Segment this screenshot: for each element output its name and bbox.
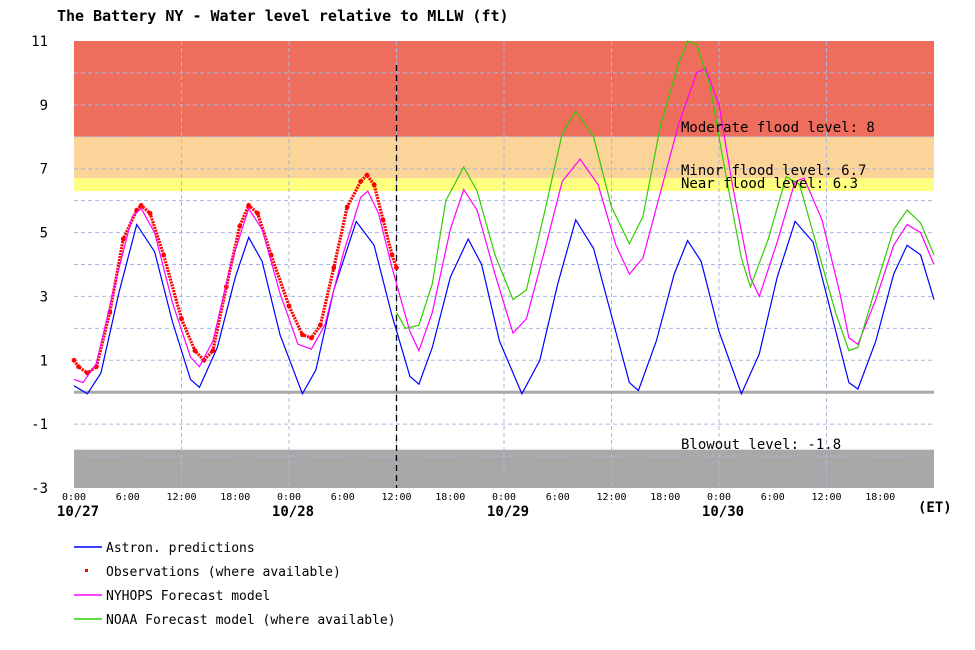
zone-minor [74, 136, 934, 179]
data-series [71, 40, 935, 396]
date-label: 10/30 [702, 504, 744, 520]
y-tick-label: 1 [40, 353, 48, 369]
x-tick-label: 12:00 [596, 492, 626, 503]
zone-label-minor: Minor flood level: 6.7 [681, 163, 866, 179]
x-tick-label: 12:00 [166, 492, 196, 503]
x-tick-label: 0:00 [62, 492, 86, 503]
zone-labels: Moderate flood level: 8 Minor flood level… [681, 120, 875, 453]
y-tick-label: 3 [40, 289, 48, 305]
x-tick-label: 18:00 [650, 492, 680, 503]
y-tick-label: 5 [40, 226, 48, 242]
reference-lines [74, 65, 934, 488]
mllw-line [74, 390, 934, 394]
date-label: 10/27 [57, 504, 99, 520]
observation-trace [72, 172, 399, 376]
x-tick-label: 18:00 [220, 492, 250, 503]
y-tick-label: -1 [31, 417, 48, 433]
x-tick-label: 6:00 [761, 492, 785, 503]
y-tick-label: 9 [40, 98, 48, 114]
zone-label-moderate: Moderate flood level: 8 [681, 120, 875, 136]
x-tick-label: 18:00 [865, 492, 895, 503]
legend-label: Observations (where available) [106, 565, 341, 580]
x-tick-label: 0:00 [277, 492, 301, 503]
series-line-3 [395, 40, 935, 352]
x-tick-label: 6:00 [116, 492, 140, 503]
date-label: 10/29 [487, 504, 529, 520]
zone-label-near: Near flood level: 6.3 [681, 176, 858, 192]
x-tick-label: 6:00 [546, 492, 570, 503]
time-unit-label: (ET) [918, 500, 952, 516]
legend-label: NYHOPS Forecast model [106, 589, 270, 604]
y-tick-label: -3 [31, 481, 48, 497]
series-line-2 [73, 67, 935, 384]
series-line-0 [73, 218, 935, 396]
x-tick-label: 0:00 [492, 492, 516, 503]
legend-swatch [85, 569, 88, 572]
x-tick-label: 12:00 [811, 492, 841, 503]
legend-label: NOAA Forecast model (where available) [106, 613, 396, 628]
x-tick-label: 0:00 [707, 492, 731, 503]
series-observations [71, 172, 399, 376]
legend-label: Astron. predictions [106, 541, 255, 556]
axes: 11 9 7 5 3 1 -1 -3 0:00 6:00 12:00 18:00 0:00 6:00 12:… [31, 34, 895, 520]
chart-title: The Battery NY - Water level relative to… [57, 7, 509, 25]
date-label: 10/28 [272, 504, 314, 520]
zone-label-blowout: Blowout level: -1.8 [681, 437, 841, 453]
legend: Astron. predictions Observations (where a… [74, 541, 396, 628]
y-tick-label: 7 [40, 162, 48, 178]
x-tick-label: 18:00 [435, 492, 465, 503]
y-tick-label: 11 [31, 34, 48, 50]
x-tick-label: 6:00 [331, 492, 355, 503]
x-tick-label: 12:00 [381, 492, 411, 503]
